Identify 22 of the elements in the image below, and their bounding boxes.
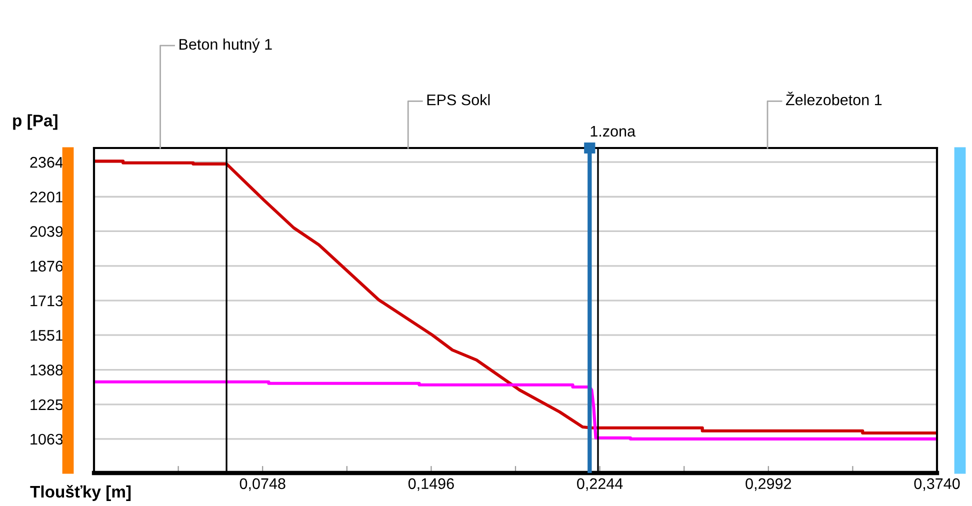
text: Železobeton 1 xyxy=(786,92,882,106)
y-tick-label: 2364 xyxy=(30,156,63,168)
y-tick-label: 2039 xyxy=(30,226,63,237)
y-tick-label: 1551 xyxy=(30,330,63,341)
x-tick-label: 0,1496 xyxy=(408,478,454,491)
ref-line-label: 1.zona xyxy=(590,126,636,137)
line-series xyxy=(94,380,937,440)
x-tick-label: 0,0748 xyxy=(240,478,286,491)
x-tick-label: 0,2992 xyxy=(746,478,791,491)
line-series xyxy=(94,160,937,435)
y-tick-label: 1876 xyxy=(30,260,63,272)
x-axis-title: Tloušťky [m] xyxy=(30,485,131,501)
y-tick-label: 2201 xyxy=(30,192,63,202)
y-tick-label: 1388 xyxy=(30,364,63,376)
y-tick-label: 1713 xyxy=(30,295,63,306)
y-tick-label: 1225 xyxy=(30,399,63,410)
text: EPS Sokl xyxy=(427,94,490,106)
y-axis-title: p [Pa] xyxy=(13,114,58,130)
text: Beton hutný 1 xyxy=(180,38,272,53)
x-tick-label: 0,3740 xyxy=(914,478,960,491)
y-tick-label: 1063 xyxy=(30,434,63,445)
x-tick-label: 0,2244 xyxy=(577,478,623,491)
